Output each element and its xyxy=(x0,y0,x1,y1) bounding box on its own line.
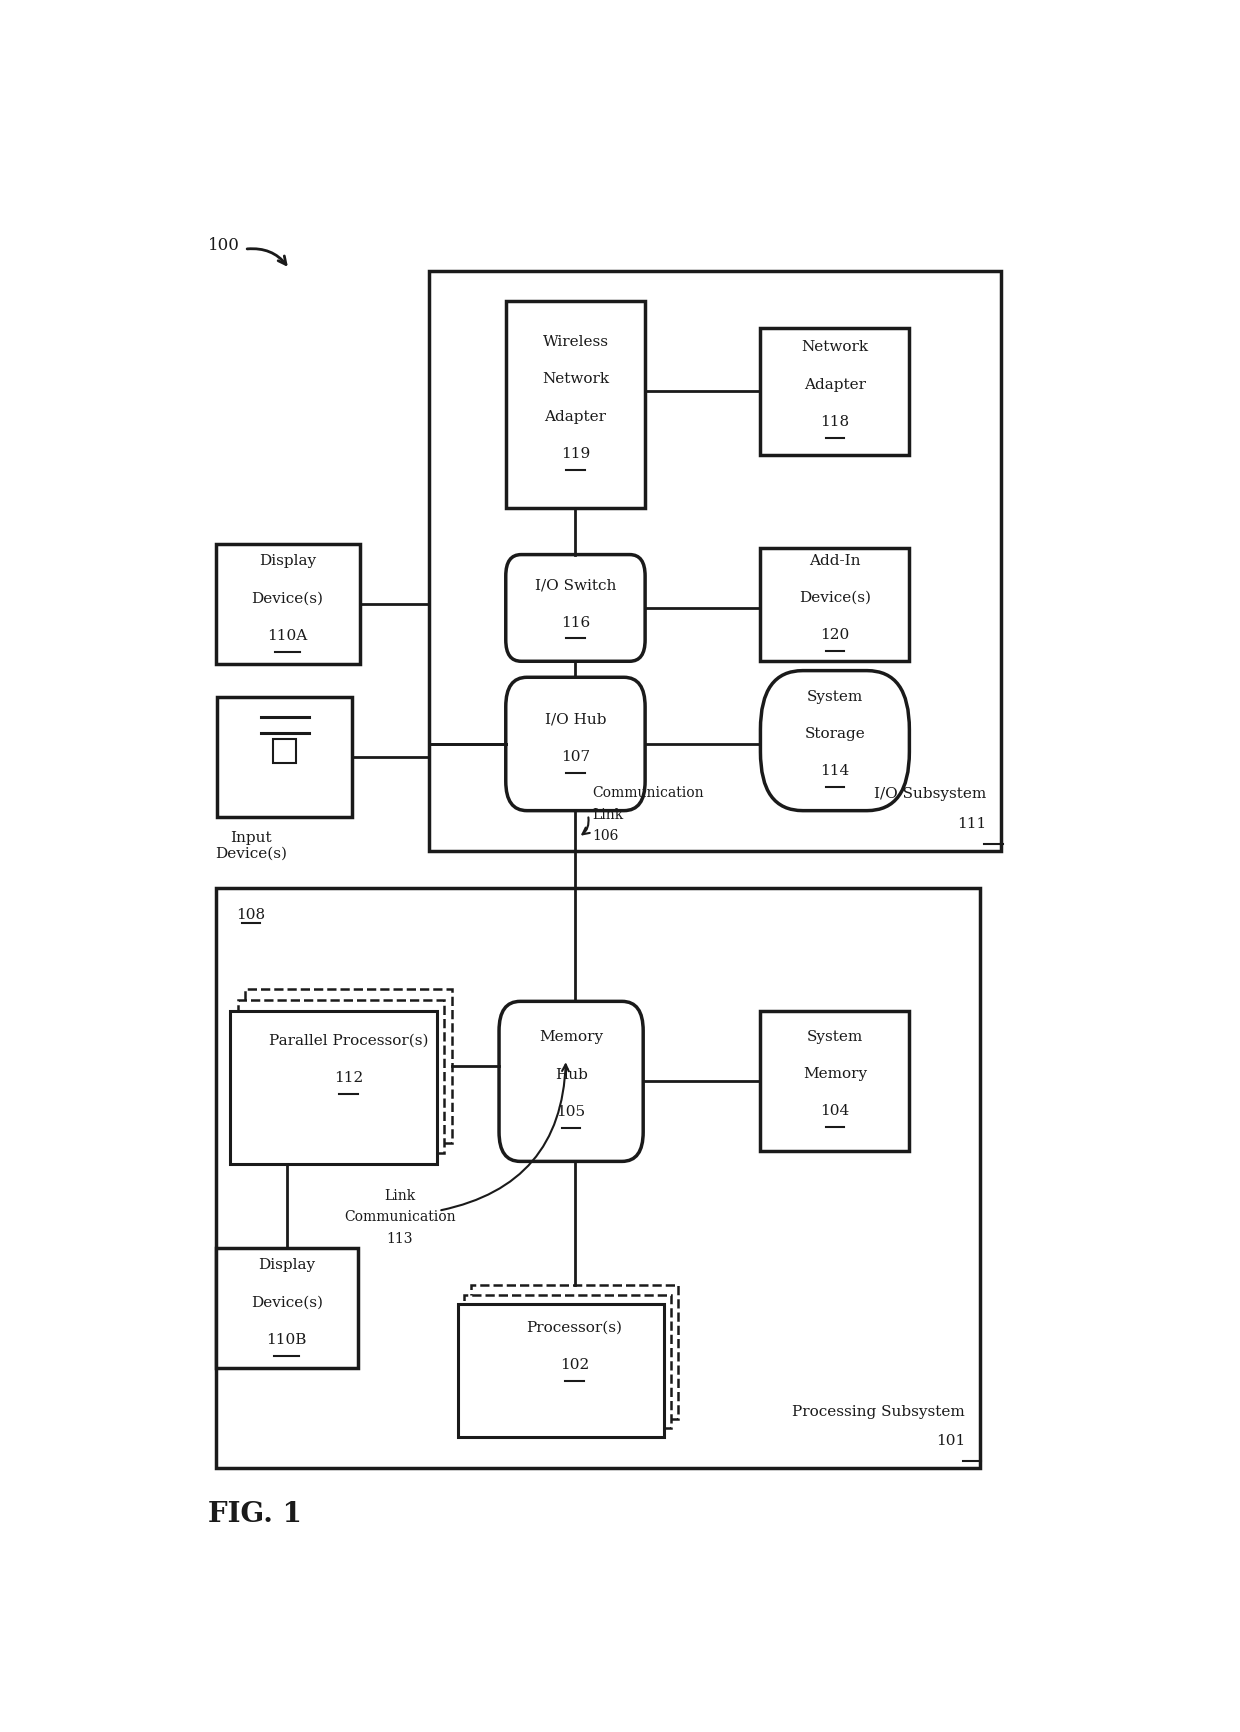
Text: 100: 100 xyxy=(208,237,239,253)
Text: 110A: 110A xyxy=(268,629,308,643)
Bar xyxy=(216,1249,358,1368)
Text: 116: 116 xyxy=(560,615,590,630)
Text: 101: 101 xyxy=(936,1434,965,1448)
Text: 106: 106 xyxy=(593,830,619,843)
Bar xyxy=(760,1011,909,1150)
Bar xyxy=(229,1011,436,1164)
FancyArrowPatch shape xyxy=(247,249,286,265)
Text: Device(s): Device(s) xyxy=(250,1296,322,1309)
Bar xyxy=(458,1304,665,1438)
Text: Input
Device(s): Input Device(s) xyxy=(215,831,288,861)
Text: Display: Display xyxy=(259,554,316,568)
Text: 114: 114 xyxy=(821,764,849,778)
Text: Processor(s): Processor(s) xyxy=(527,1322,622,1335)
Bar xyxy=(216,544,360,663)
Bar xyxy=(217,698,352,818)
Text: 120: 120 xyxy=(821,629,849,643)
Text: 105: 105 xyxy=(557,1105,585,1119)
Bar xyxy=(246,989,451,1143)
Text: Add-In: Add-In xyxy=(810,554,861,568)
Text: I/O Subsystem: I/O Subsystem xyxy=(874,788,986,802)
Text: System: System xyxy=(807,1031,863,1044)
Text: 104: 104 xyxy=(821,1105,849,1119)
FancyBboxPatch shape xyxy=(506,677,645,811)
Text: 112: 112 xyxy=(334,1070,363,1084)
FancyBboxPatch shape xyxy=(498,1001,644,1162)
Bar xyxy=(238,999,444,1154)
Bar xyxy=(273,738,296,762)
Text: Network: Network xyxy=(542,372,609,386)
Text: Storage: Storage xyxy=(805,727,866,741)
Bar xyxy=(506,301,645,507)
Text: Adapter: Adapter xyxy=(544,409,606,424)
Text: 118: 118 xyxy=(821,416,849,430)
Text: 107: 107 xyxy=(560,750,590,764)
Text: Link: Link xyxy=(593,807,624,821)
FancyArrowPatch shape xyxy=(441,1065,569,1211)
Text: Hub: Hub xyxy=(554,1067,588,1082)
Bar xyxy=(471,1285,678,1419)
FancyArrowPatch shape xyxy=(583,818,590,835)
Text: Link: Link xyxy=(384,1190,415,1204)
Text: Device(s): Device(s) xyxy=(252,592,324,606)
Text: Processing Subsystem: Processing Subsystem xyxy=(792,1405,965,1419)
Text: Communication: Communication xyxy=(345,1211,456,1225)
Text: 113: 113 xyxy=(387,1231,413,1245)
Text: System: System xyxy=(807,689,863,703)
Text: Memory: Memory xyxy=(802,1067,867,1081)
Text: 111: 111 xyxy=(957,818,986,831)
Bar xyxy=(465,1296,671,1429)
FancyBboxPatch shape xyxy=(506,554,645,662)
Text: Network: Network xyxy=(801,339,868,355)
Text: Wireless: Wireless xyxy=(542,334,609,348)
Text: 102: 102 xyxy=(559,1358,589,1372)
Bar xyxy=(760,327,909,454)
Text: Adapter: Adapter xyxy=(804,378,866,391)
Text: Memory: Memory xyxy=(539,1031,603,1044)
Text: Parallel Processor(s): Parallel Processor(s) xyxy=(269,1034,428,1048)
Text: I/O Hub: I/O Hub xyxy=(544,714,606,727)
Text: 119: 119 xyxy=(560,447,590,461)
Text: Device(s): Device(s) xyxy=(799,591,870,604)
Text: 110B: 110B xyxy=(267,1334,306,1347)
Bar xyxy=(216,889,980,1469)
Text: Communication: Communication xyxy=(593,786,704,800)
Text: Display: Display xyxy=(258,1259,315,1273)
Bar xyxy=(760,547,909,662)
Text: I/O Switch: I/O Switch xyxy=(534,578,616,592)
Text: 108: 108 xyxy=(237,908,265,921)
Text: FIG. 1: FIG. 1 xyxy=(208,1502,301,1528)
FancyBboxPatch shape xyxy=(760,670,909,811)
Bar xyxy=(429,270,1001,850)
